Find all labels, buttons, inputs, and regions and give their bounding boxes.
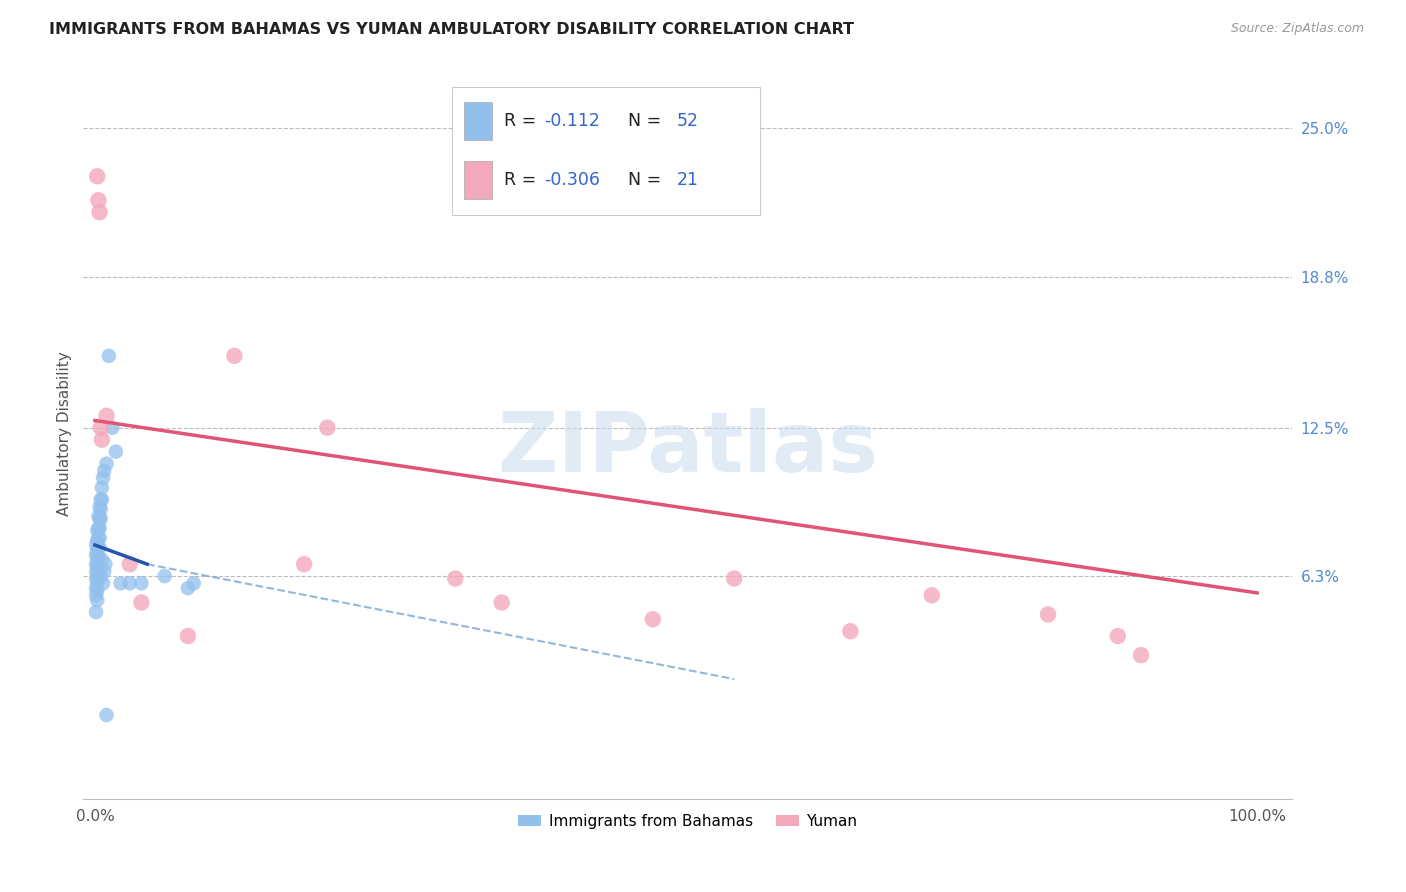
Point: [87, 541, 110, 555]
Point: [86, 169, 108, 184]
Point: [84, 565, 107, 579]
Point: [90, 511, 112, 525]
Point: [86, 552, 108, 566]
Point: [86, 569, 108, 583]
Point: [292, 557, 315, 571]
Point: [921, 588, 943, 602]
Point: [93, 565, 115, 579]
Point: [87, 509, 110, 524]
Point: [87, 531, 110, 545]
Point: [86, 559, 108, 574]
Point: [90, 492, 112, 507]
Point: [1036, 607, 1059, 622]
Point: [491, 595, 513, 609]
Point: [1130, 648, 1153, 662]
Point: [89, 511, 111, 525]
Point: [89, 500, 111, 514]
Point: [84, 572, 107, 586]
Point: [84, 548, 107, 562]
Point: [86, 542, 108, 557]
Point: [90, 569, 112, 583]
Point: [118, 576, 141, 591]
Point: [839, 624, 862, 639]
Point: [110, 576, 132, 591]
Point: [131, 576, 153, 591]
Point: [131, 595, 153, 609]
Point: [93, 464, 115, 478]
Point: [94, 557, 117, 571]
Point: [87, 521, 110, 535]
Legend: Immigrants from Bahamas, Yuman: Immigrants from Bahamas, Yuman: [512, 808, 863, 835]
Point: [89, 205, 111, 219]
Point: [723, 572, 745, 586]
Point: [84, 581, 107, 595]
Point: [90, 420, 112, 434]
Point: [84, 538, 107, 552]
Point: [177, 581, 200, 595]
Point: [153, 569, 176, 583]
Point: [89, 531, 111, 545]
Text: IMMIGRANTS FROM BAHAMAS VS YUMAN AMBULATORY DISABILITY CORRELATION CHART: IMMIGRANTS FROM BAHAMAS VS YUMAN AMBULAT…: [49, 22, 855, 37]
Point: [87, 549, 110, 564]
Point: [96, 409, 118, 423]
Point: [224, 349, 246, 363]
Point: [86, 583, 108, 598]
Point: [90, 502, 112, 516]
Point: [118, 557, 141, 571]
Point: [86, 593, 108, 607]
Point: [90, 433, 112, 447]
Point: [86, 524, 108, 538]
Point: [444, 572, 467, 586]
Point: [90, 552, 112, 566]
Point: [90, 481, 112, 495]
Point: [87, 193, 110, 207]
Point: [87, 559, 110, 574]
Point: [641, 612, 664, 626]
Point: [91, 576, 114, 591]
Point: [89, 541, 111, 555]
Point: [104, 444, 127, 458]
Point: [97, 349, 120, 363]
Point: [90, 492, 112, 507]
Point: [316, 420, 339, 434]
Point: [89, 521, 111, 535]
Point: [183, 576, 205, 591]
Text: ZIPatlas: ZIPatlas: [498, 408, 879, 489]
Point: [96, 708, 118, 723]
Point: [84, 588, 107, 602]
Point: [84, 605, 107, 619]
Point: [177, 629, 200, 643]
Point: [84, 557, 107, 571]
Point: [1107, 629, 1129, 643]
Point: [101, 420, 124, 434]
Point: [86, 533, 108, 548]
Text: Source: ZipAtlas.com: Source: ZipAtlas.com: [1230, 22, 1364, 36]
Point: [96, 457, 118, 471]
Y-axis label: Ambulatory Disability: Ambulatory Disability: [58, 351, 72, 516]
Point: [86, 576, 108, 591]
Point: [87, 566, 110, 581]
Point: [91, 471, 114, 485]
